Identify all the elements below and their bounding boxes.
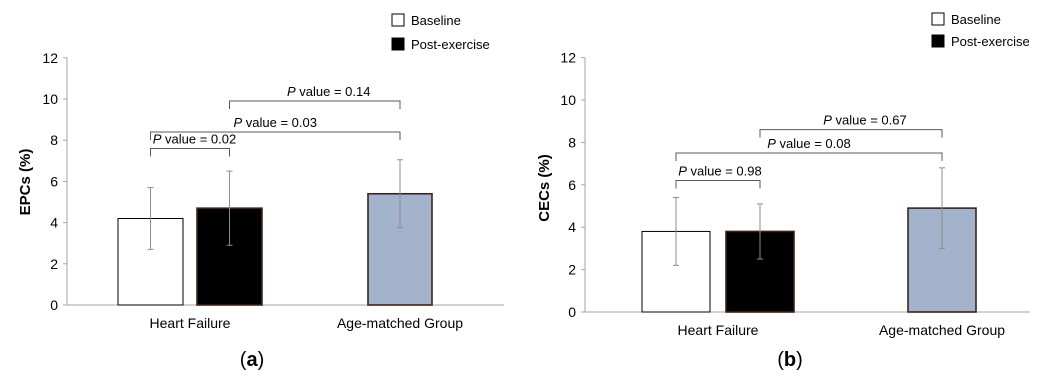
legend-label-b-0: Baseline: [951, 12, 1001, 27]
p-italic: P: [153, 131, 162, 146]
y-axis-label-b: CECs (%): [536, 154, 553, 222]
chart-panel-a: 0 2 4 6 8 10 12 EPCs (%) Heart Failure Age-matche…: [17, 13, 504, 371]
p-value-text: value = 0.14: [296, 84, 371, 99]
y-tick-label-b: 8: [568, 134, 576, 150]
p-italic: P: [678, 164, 687, 179]
comparison-bracket-a-2: [229, 100, 401, 110]
p-value-label-b-2: P value = 0.67: [823, 113, 906, 128]
p-value-label-b-1: P value = 0.08: [767, 136, 850, 151]
panel-label-b: (b): [777, 349, 803, 371]
y-tick-label-a: 0: [50, 297, 58, 313]
legend-swatch-b-1: [931, 34, 945, 48]
p-value-text: value = 0.08: [776, 136, 851, 151]
p-italic: P: [823, 113, 832, 128]
chart-panel-b: 0 2 4 6 8 10 12 CECs (%) Heart Failure Age-matche…: [536, 12, 1030, 371]
legend-label-a-1: Post-exercise: [411, 37, 490, 52]
comparison-bracket-a-1: [150, 131, 401, 140]
legend-swatch-a-1: [391, 37, 405, 51]
p-italic: P: [234, 115, 243, 130]
y-tick-label-b: 0: [568, 304, 576, 320]
p-value-text: value = 0.98: [687, 164, 762, 179]
panel-label-a: (a): [240, 349, 264, 371]
comparison-bracket-b-1: [675, 152, 943, 161]
p-italic: P: [287, 84, 296, 99]
p-value-label-a-0: P value = 0.02: [153, 131, 236, 146]
y-tick-label-a: 8: [50, 132, 58, 148]
paren-close: ): [258, 349, 265, 371]
p-value-label-a-1: P value = 0.03: [234, 115, 317, 130]
y-tick-label-a: 4: [50, 215, 58, 231]
y-tick-label-a: 2: [50, 256, 58, 272]
comparison-bracket-b-0: [675, 180, 761, 189]
p-italic: P: [767, 136, 776, 151]
p-value-text: value = 0.67: [832, 113, 907, 128]
legend-swatch-a-0: [391, 13, 405, 27]
x-category-label-a: Age-matched Group: [337, 315, 463, 331]
comparison-bracket-a-0: [150, 147, 230, 157]
p-value-text: value = 0.02: [161, 131, 236, 146]
paren-open: (: [240, 349, 247, 371]
x-category-label-b: Heart Failure: [678, 322, 759, 338]
legend-label-b-1: Post-exercise: [951, 34, 1030, 49]
y-tick-label-b: 12: [560, 50, 576, 66]
panel-letter: a: [246, 349, 258, 371]
paren-open: (: [777, 349, 784, 371]
p-value-label-b-0: P value = 0.98: [678, 164, 761, 179]
x-category-label-a: Heart Failure: [150, 315, 231, 331]
p-value-text: value = 0.03: [242, 115, 317, 130]
legend-swatch-b-0: [931, 12, 945, 26]
legend-label-a-0: Baseline: [411, 13, 461, 28]
x-category-label-b: Age-matched Group: [879, 322, 1005, 338]
p-value-label-a-2: P value = 0.14: [287, 84, 370, 99]
paren-close: ): [796, 349, 803, 371]
y-tick-label-b: 4: [568, 219, 576, 235]
y-tick-label-a: 12: [42, 50, 58, 66]
y-axis-label-a: EPCs (%): [17, 149, 34, 216]
y-tick-label-b: 2: [568, 262, 576, 278]
y-tick-label-b: 10: [560, 92, 576, 108]
panel-letter: b: [784, 349, 796, 371]
y-tick-label-b: 6: [568, 177, 576, 193]
y-tick-label-a: 6: [50, 173, 58, 189]
y-tick-label-a: 10: [42, 91, 58, 107]
comparison-bracket-b-2: [759, 129, 943, 138]
